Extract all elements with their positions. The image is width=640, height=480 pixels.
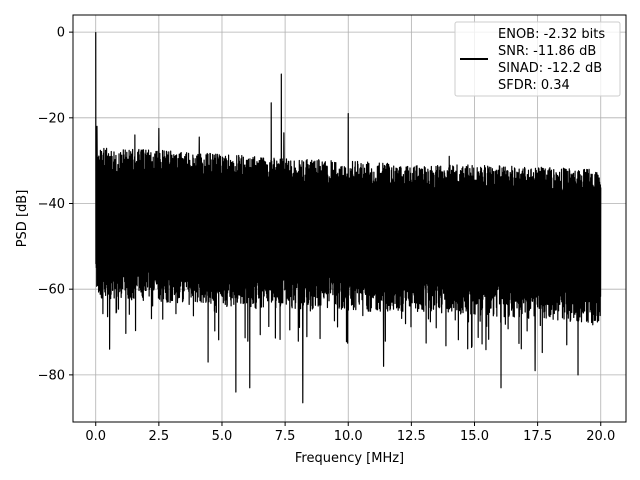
x-tick-label: 5.0 — [212, 429, 233, 444]
x-tick-label: 2.5 — [149, 429, 170, 444]
x-tick-label: 0.0 — [85, 429, 106, 444]
plot-area — [95, 32, 602, 404]
x-tick-label: 17.5 — [523, 429, 552, 444]
legend: ENOB: -2.32 bits SNR: -11.86 dB SINAD: -… — [454, 21, 621, 97]
psd-series-line — [95, 32, 602, 404]
y-tick-label: 0 — [57, 26, 65, 41]
legend-box — [454, 21, 621, 97]
y-tick-label: −80 — [38, 368, 65, 383]
legend-snr: SNR: -11.86 dB — [498, 44, 596, 59]
legend-sinad: SINAD: -12.2 dB — [498, 61, 602, 76]
x-tick-label: 10.0 — [334, 429, 363, 444]
plot-frame — [72, 14, 627, 423]
y-axis-label: PSD [dB] — [15, 190, 30, 248]
x-tick-label: 20.0 — [586, 429, 615, 444]
legend-sfdr: SFDR: 0.34 — [498, 78, 570, 93]
x-tick-label: 15.0 — [460, 429, 489, 444]
y-tick-label: −60 — [38, 283, 65, 298]
y-tick-label: −20 — [38, 111, 65, 126]
y-tick-label: −40 — [38, 197, 65, 212]
legend-enob: ENOB: -2.32 bits — [498, 27, 605, 42]
x-tick-label: 12.5 — [397, 429, 426, 444]
x-axis-ticks: 0.0 2.5 5.0 7.5 10.0 12.5 15.0 17.5 20.0 — [85, 422, 615, 444]
y-axis-ticks: 0 −20 −40 −60 −80 — [38, 26, 73, 383]
x-axis-label: Frequency [MHz] — [295, 451, 404, 466]
x-tick-label: 7.5 — [275, 429, 296, 444]
